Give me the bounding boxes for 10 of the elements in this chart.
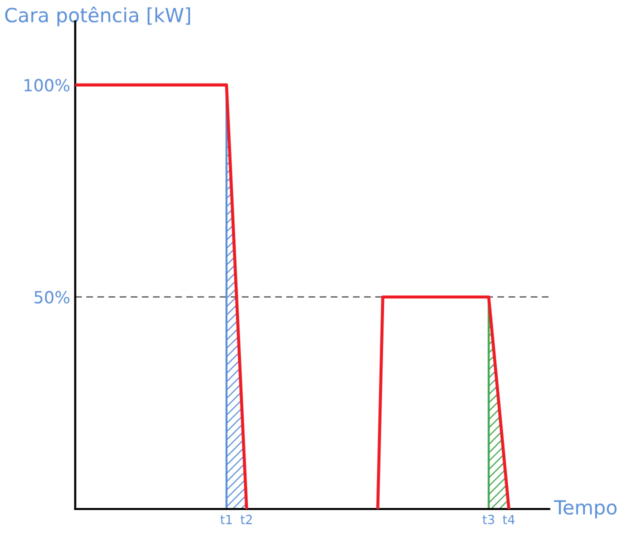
line-series (376, 295, 510, 510)
line-series (75, 83, 248, 510)
y-axis-title: Cara potência [kW] (5, 6, 190, 26)
x-tick-label: t1 (220, 514, 232, 524)
x-tick-label: t2 (240, 514, 252, 524)
y-tick-label: 100% (24, 78, 70, 92)
x-tick-label: t4 (502, 514, 515, 524)
y-tick-label: 50% (34, 290, 70, 304)
x-tick-label: t3 (482, 514, 494, 524)
x-axis-title: Tempo (554, 500, 617, 518)
